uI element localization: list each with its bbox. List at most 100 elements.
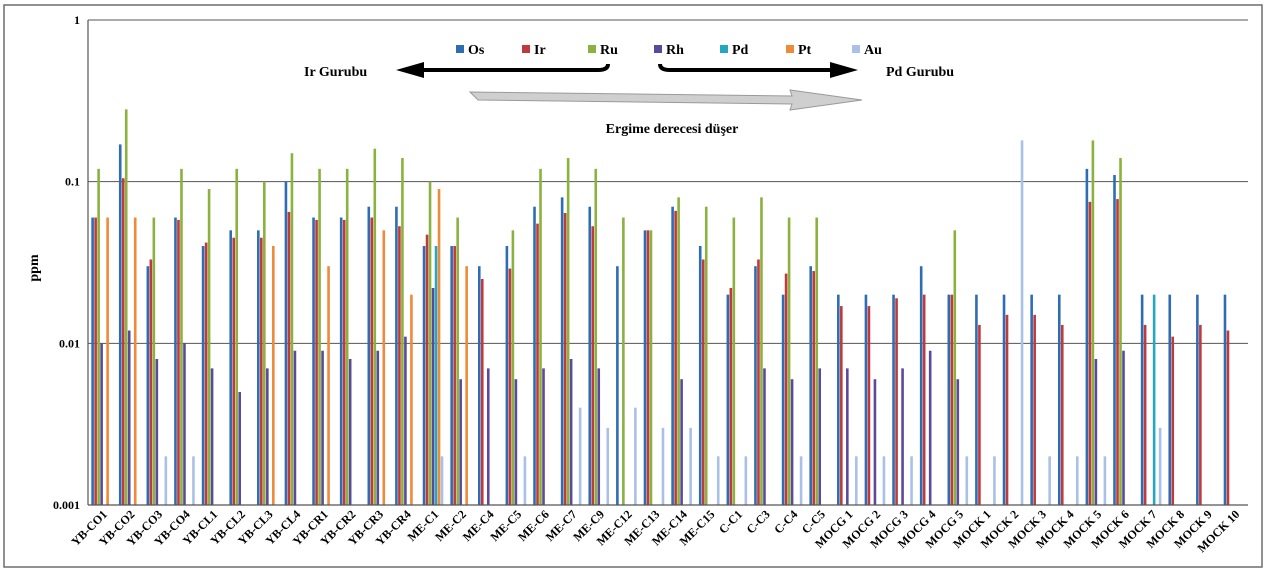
bar-os-19 — [616, 266, 619, 505]
bar-ir-32 — [978, 324, 981, 505]
bar-ru-13 — [456, 217, 459, 505]
legend-swatch-os — [456, 45, 464, 53]
bar-os-26 — [809, 266, 813, 505]
legend-swatch-rh — [654, 45, 662, 53]
bar-au-31 — [965, 456, 969, 505]
bar-os-12 — [422, 246, 426, 505]
bar-rh-12 — [431, 287, 435, 505]
bar-rh-9 — [348, 359, 352, 505]
legend-label-au: Au — [864, 43, 882, 58]
bar-os-2 — [146, 266, 150, 505]
bar-ru-20 — [649, 230, 653, 505]
bar-ru-23 — [732, 217, 736, 505]
bar-os-34 — [1030, 294, 1033, 505]
bar-au-25 — [799, 456, 803, 505]
bar-os-24 — [754, 266, 757, 505]
bar-rh-4 — [210, 368, 214, 505]
bar-ru-37 — [1119, 158, 1122, 505]
bar-ru-15 — [511, 230, 515, 505]
bar-rh-7 — [293, 350, 297, 505]
bar-ru-19 — [622, 217, 625, 505]
bar-rh-5 — [238, 391, 242, 505]
bar-ir-14 — [480, 278, 484, 505]
bar-ir-4 — [204, 242, 208, 505]
pd-group-arrow — [658, 63, 832, 72]
bar-os-21 — [671, 206, 674, 505]
bar-au-2 — [164, 456, 168, 505]
y-tick-label-0: 0.001 — [53, 498, 80, 512]
bar-ir-37 — [1116, 199, 1119, 505]
legend-label-pd: Pd — [732, 43, 749, 58]
bar-ru-4 — [207, 189, 211, 505]
bar-rh-10 — [376, 350, 380, 505]
legend-swatch-pd — [720, 45, 728, 53]
bar-os-9 — [339, 217, 343, 505]
legend: Os Ir Ru Rh Pd Pt Au — [456, 43, 882, 58]
bar-os-41 — [1223, 294, 1227, 505]
bar-ru-5 — [235, 168, 239, 505]
pd-group-arrowhead — [830, 62, 858, 78]
axes-layer — [87, 20, 1248, 506]
bar-ir-40 — [1199, 324, 1202, 505]
legend-label-os: Os — [468, 43, 485, 58]
bar-rh-29 — [901, 368, 904, 505]
bar-au-32 — [993, 456, 996, 505]
bar-ru-17 — [566, 158, 570, 505]
bar-au-17 — [578, 407, 582, 505]
bar-ru-8 — [318, 168, 321, 505]
bar-au-33 — [1020, 140, 1024, 505]
bar-ir-20 — [646, 230, 650, 505]
bar-ir-17 — [563, 213, 567, 505]
bar-ir-3 — [177, 219, 180, 505]
melting-arrow — [468, 89, 863, 111]
bar-ru-12 — [428, 181, 432, 505]
bar-ir-7 — [287, 211, 291, 505]
bar-ir-2 — [149, 259, 153, 505]
bar-ru-7 — [290, 153, 294, 505]
bar-rh-18 — [597, 368, 601, 505]
bar-ir-26 — [812, 271, 816, 505]
bar-pt-6 — [272, 246, 275, 505]
bar-ir-39 — [1171, 336, 1175, 505]
bar-rh-17 — [569, 359, 573, 505]
bar-ru-31 — [953, 230, 957, 505]
y-tick-labels: 0.001 0.01 0.1 1 — [53, 13, 80, 512]
bar-au-38 — [1158, 427, 1162, 505]
bar-ir-13 — [453, 246, 456, 505]
bar-os-4 — [201, 246, 205, 505]
bar-ir-24 — [757, 259, 760, 505]
y-tick-label-2: 0.1 — [65, 175, 80, 189]
bar-rh-15 — [514, 379, 518, 505]
bar-ru-25 — [787, 217, 791, 505]
bar-os-23 — [726, 294, 730, 505]
bar-rh-0 — [100, 343, 103, 505]
bar-ir-38 — [1143, 324, 1147, 505]
bar-rh-27 — [846, 368, 849, 505]
bar-rh-37 — [1122, 350, 1125, 505]
bar-au-19 — [634, 407, 637, 505]
bar-ru-3 — [180, 168, 183, 505]
bar-ir-9 — [342, 219, 346, 505]
bar-rh-1 — [127, 330, 131, 505]
bar-ir-6 — [260, 237, 263, 505]
bar-os-3 — [174, 217, 177, 505]
bar-os-32 — [975, 294, 978, 505]
bar-os-33 — [1002, 294, 1006, 505]
bar-ir-35 — [1060, 324, 1064, 505]
bar-au-3 — [192, 456, 195, 505]
ir-group-arrow — [420, 63, 610, 72]
bar-ir-18 — [591, 226, 595, 505]
bar-au-18 — [606, 427, 610, 505]
y-tick-label-1: 0.01 — [59, 336, 80, 350]
bar-ir-41 — [1226, 330, 1230, 505]
bars-layer — [91, 109, 1230, 506]
bar-rh-31 — [956, 379, 960, 505]
bar-ru-0 — [97, 168, 100, 505]
legend-label-ru: Ru — [600, 43, 618, 58]
bar-au-36 — [1103, 456, 1107, 505]
bar-os-31 — [947, 294, 951, 505]
bar-ru-2 — [152, 217, 156, 505]
bar-rh-6 — [266, 368, 269, 505]
bar-pt-8 — [327, 266, 330, 505]
ir-group-label: Ir Gurubu — [304, 65, 367, 80]
